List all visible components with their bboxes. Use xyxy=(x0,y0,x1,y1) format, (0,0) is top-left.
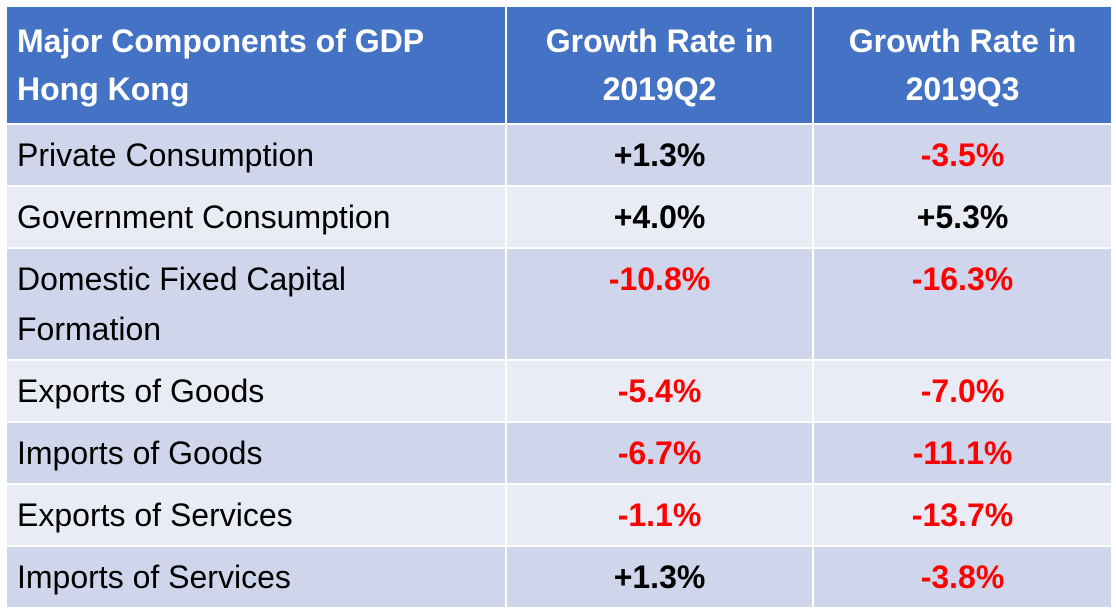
growth-cell: +1.3% xyxy=(505,545,814,609)
component-cell: Private Consumption xyxy=(5,123,507,187)
table-row: Government Consumption +4.0% +5.3% xyxy=(5,185,1113,249)
growth-cell: -1.1% xyxy=(505,483,814,547)
growth-cell: +5.3% xyxy=(812,185,1113,249)
component-cell: Government Consumption xyxy=(5,185,507,249)
table-body: Private Consumption +1.3% -3.5% Government … xyxy=(5,123,1113,609)
growth-cell: -16.3% xyxy=(812,247,1113,361)
table-row: Exports of Services -1.1% -13.7% xyxy=(5,483,1113,547)
growth-cell: -11.1% xyxy=(812,421,1113,485)
header-row: Major Components of GDP Hong Kong Growth … xyxy=(5,5,1113,125)
growth-cell: +4.0% xyxy=(505,185,814,249)
header-cell: Growth Rate in 2019Q2 xyxy=(505,5,814,125)
table-row: Imports of Services +1.3% -3.8% xyxy=(5,545,1113,609)
growth-cell: -7.0% xyxy=(812,359,1113,423)
table-header: Major Components of GDP Hong Kong Growth … xyxy=(5,5,1113,125)
component-cell: Exports of Goods xyxy=(5,359,507,423)
table-row: Domestic Fixed Capital Formation -10.8% -1… xyxy=(5,247,1113,361)
component-cell: Imports of Services xyxy=(5,545,507,609)
gdp-table: Major Components of GDP Hong Kong Growth … xyxy=(5,5,1113,609)
table-row: Private Consumption +1.3% -3.5% xyxy=(5,123,1113,187)
component-cell: Exports of Services xyxy=(5,483,507,547)
table-row: Exports of Goods -5.4% -7.0% xyxy=(5,359,1113,423)
component-cell: Domestic Fixed Capital Formation xyxy=(5,247,507,361)
growth-cell: -3.5% xyxy=(812,123,1113,187)
growth-cell: -13.7% xyxy=(812,483,1113,547)
table-row: Imports of Goods -6.7% -11.1% xyxy=(5,421,1113,485)
growth-cell: -5.4% xyxy=(505,359,814,423)
component-cell: Imports of Goods xyxy=(5,421,507,485)
growth-cell: +1.3% xyxy=(505,123,814,187)
header-cell: Major Components of GDP Hong Kong xyxy=(5,5,507,125)
growth-cell: -10.8% xyxy=(505,247,814,361)
header-cell: Growth Rate in 2019Q3 xyxy=(812,5,1113,125)
growth-cell: -6.7% xyxy=(505,421,814,485)
growth-cell: -3.8% xyxy=(812,545,1113,609)
